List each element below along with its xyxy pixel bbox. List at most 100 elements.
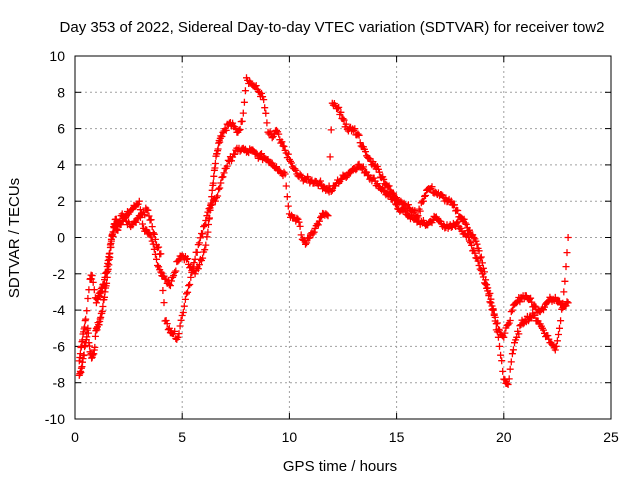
data-point: [186, 281, 194, 288]
data-point: [545, 335, 553, 343]
data-point: [249, 146, 257, 154]
data-point: [196, 234, 204, 242]
data-point: [148, 223, 156, 231]
data-point: [393, 194, 401, 202]
data-point: [494, 333, 502, 341]
data-point: [90, 286, 98, 294]
data-point: [315, 217, 323, 225]
data-point: [84, 329, 92, 337]
data-point: [142, 226, 150, 233]
data-point: [195, 261, 203, 269]
data-point: [451, 201, 458, 209]
data-point: [466, 237, 473, 245]
data-point: [325, 182, 333, 190]
data-points: [75, 74, 572, 388]
data-point: [189, 263, 197, 271]
data-point: [499, 367, 507, 375]
data-point: [385, 182, 393, 190]
data-point: [193, 248, 201, 256]
data-point: [491, 317, 499, 325]
data-point: [355, 131, 363, 139]
data-point: [508, 306, 516, 314]
data-point: [191, 255, 199, 263]
data-point: [155, 243, 163, 251]
data-point: [507, 308, 515, 316]
data-point: [284, 202, 292, 210]
data-point: [183, 255, 190, 263]
data-point: [413, 213, 421, 221]
data-point: [116, 217, 124, 225]
data-point: [457, 224, 465, 232]
data-point: [157, 268, 165, 276]
y-tick-label: 2: [57, 193, 65, 209]
x-axis-label: GPS time / hours: [283, 458, 397, 475]
data-point: [563, 249, 571, 257]
data-point: [414, 212, 422, 220]
data-point: [213, 194, 220, 202]
data-point: [324, 212, 332, 220]
data-point: [204, 228, 212, 236]
data-point: [508, 350, 516, 358]
data-point: [562, 263, 570, 271]
x-tick-label: 5: [178, 429, 186, 445]
data-point: [162, 317, 170, 324]
data-point: [150, 230, 158, 238]
data-point: [223, 162, 231, 170]
y-tick-label: 10: [49, 48, 65, 64]
data-point: [185, 282, 193, 290]
data-point: [428, 183, 436, 191]
data-point: [317, 177, 324, 185]
data-point: [145, 212, 153, 220]
data-point: [159, 287, 167, 294]
data-point: [200, 223, 208, 231]
data-point: [238, 117, 246, 125]
data-point: [335, 103, 343, 111]
data-point: [527, 294, 535, 302]
data-point: [184, 255, 192, 263]
data-point: [106, 249, 114, 257]
data-point: [477, 253, 485, 261]
data-point: [84, 295, 92, 302]
x-tick-label: 0: [71, 429, 79, 445]
data-point: [262, 109, 270, 117]
data-point: [358, 165, 366, 172]
y-tick-label: -6: [53, 338, 66, 354]
data-point: [135, 197, 143, 205]
data-point: [557, 317, 565, 325]
data-point: [498, 357, 506, 365]
data-point: [516, 298, 524, 306]
data-point: [287, 157, 294, 165]
data-point: [302, 240, 309, 248]
data-point: [292, 166, 300, 174]
data-point: [194, 241, 202, 249]
data-point: [475, 247, 483, 255]
data-point: [471, 249, 479, 257]
data-point: [83, 333, 91, 341]
data-point: [89, 278, 97, 286]
data-point: [466, 226, 473, 234]
data-point: [497, 351, 505, 359]
data-point: [375, 168, 383, 176]
data-point: [214, 192, 222, 200]
data-point: [556, 324, 563, 332]
data-point: [275, 130, 283, 138]
data-point: [241, 87, 249, 95]
data-point: [548, 340, 556, 348]
data-point: [151, 235, 159, 243]
data-point: [380, 175, 388, 183]
data-point: [560, 288, 568, 296]
data-point: [139, 220, 146, 228]
data-point: [483, 281, 491, 289]
data-point: [222, 126, 230, 134]
data-point: [351, 125, 359, 133]
data-point: [158, 269, 166, 277]
data-point: [160, 299, 168, 307]
data-point: [354, 130, 362, 138]
data-point: [296, 222, 304, 230]
data-point: [531, 311, 539, 319]
data-point: [218, 133, 226, 140]
data-point: [211, 160, 219, 167]
data-point: [231, 150, 239, 158]
data-point: [219, 173, 227, 181]
